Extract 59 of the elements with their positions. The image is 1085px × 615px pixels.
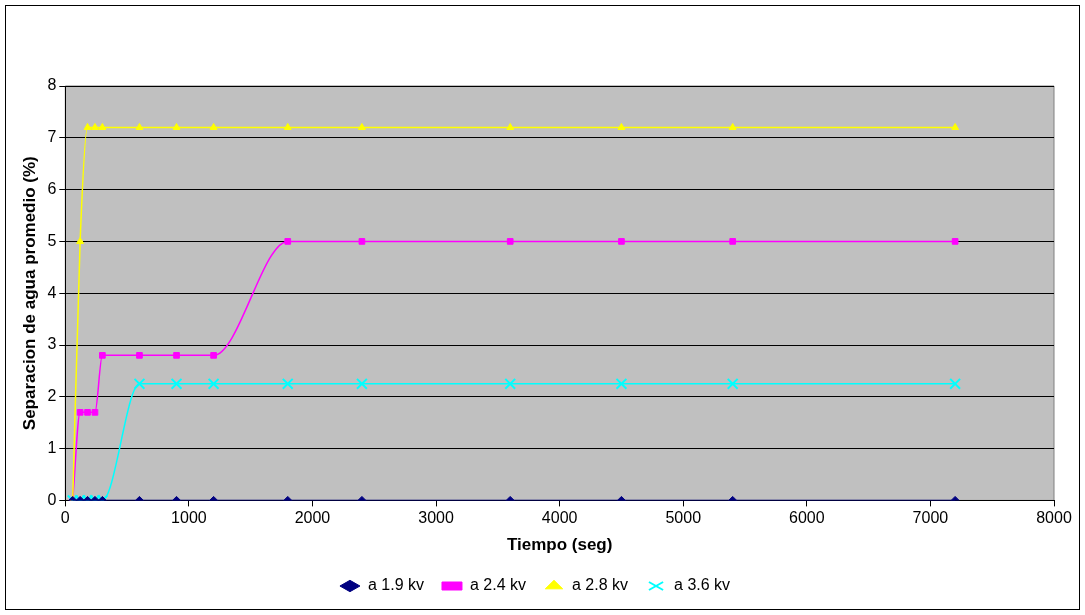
legend-label: a 1.9 kv	[367, 576, 424, 594]
y-tick-label: 0	[47, 490, 57, 508]
point	[76, 236, 85, 244]
legend-label: a 3.6 kv	[674, 576, 731, 594]
point	[357, 122, 366, 130]
point	[172, 122, 181, 130]
point	[133, 377, 146, 390]
point	[618, 238, 625, 245]
point	[84, 409, 91, 416]
point	[76, 409, 84, 416]
point	[506, 238, 514, 245]
point	[91, 409, 99, 416]
y-tick-label: 3	[47, 335, 57, 353]
x-tick-label: 6000	[789, 509, 825, 527]
y-tick-label: 5	[47, 231, 57, 249]
y-tick-label: 2	[47, 387, 57, 405]
x-tick-label: 4000	[541, 509, 578, 527]
point	[728, 122, 737, 130]
x-axis-title: Tiempo (seg)	[506, 535, 613, 555]
legend-label: a 2.8 kv	[572, 576, 629, 594]
point	[99, 352, 106, 359]
point	[91, 122, 99, 130]
point	[729, 238, 736, 245]
point	[284, 238, 292, 245]
point	[617, 122, 626, 130]
point	[506, 122, 515, 130]
point	[283, 122, 292, 130]
y-tick-label: 6	[47, 180, 57, 198]
point	[135, 122, 144, 130]
y-tick-label: 4	[47, 283, 57, 301]
x-tick-label: 8000	[1036, 509, 1072, 527]
point	[358, 238, 366, 245]
y-tick-label: 7	[47, 128, 57, 146]
x-tick-label: 1000	[171, 509, 207, 527]
point	[136, 352, 143, 359]
x-tick-label: 5000	[665, 509, 702, 527]
point	[951, 122, 960, 130]
x-tick-label: 3000	[418, 509, 454, 527]
point	[615, 377, 628, 390]
point	[355, 377, 368, 390]
y-tick-label: 8	[47, 76, 57, 94]
x-tick-label: 0	[60, 509, 70, 527]
point	[210, 352, 217, 359]
y-axis-title: Separacion de agua promedio (%)	[19, 156, 39, 431]
y-tick-label: 1	[47, 439, 57, 457]
point	[83, 122, 92, 130]
point	[207, 377, 220, 390]
point	[281, 377, 294, 390]
point	[98, 122, 107, 130]
x-tick-label: 7000	[912, 509, 949, 527]
point	[173, 352, 180, 359]
point	[726, 377, 739, 390]
point	[951, 238, 959, 245]
x-tick-label: 2000	[294, 509, 331, 527]
point	[170, 377, 183, 390]
point	[209, 122, 218, 130]
point	[949, 377, 962, 390]
legend-label: a 2.4 kv	[469, 576, 526, 594]
point	[504, 377, 517, 390]
